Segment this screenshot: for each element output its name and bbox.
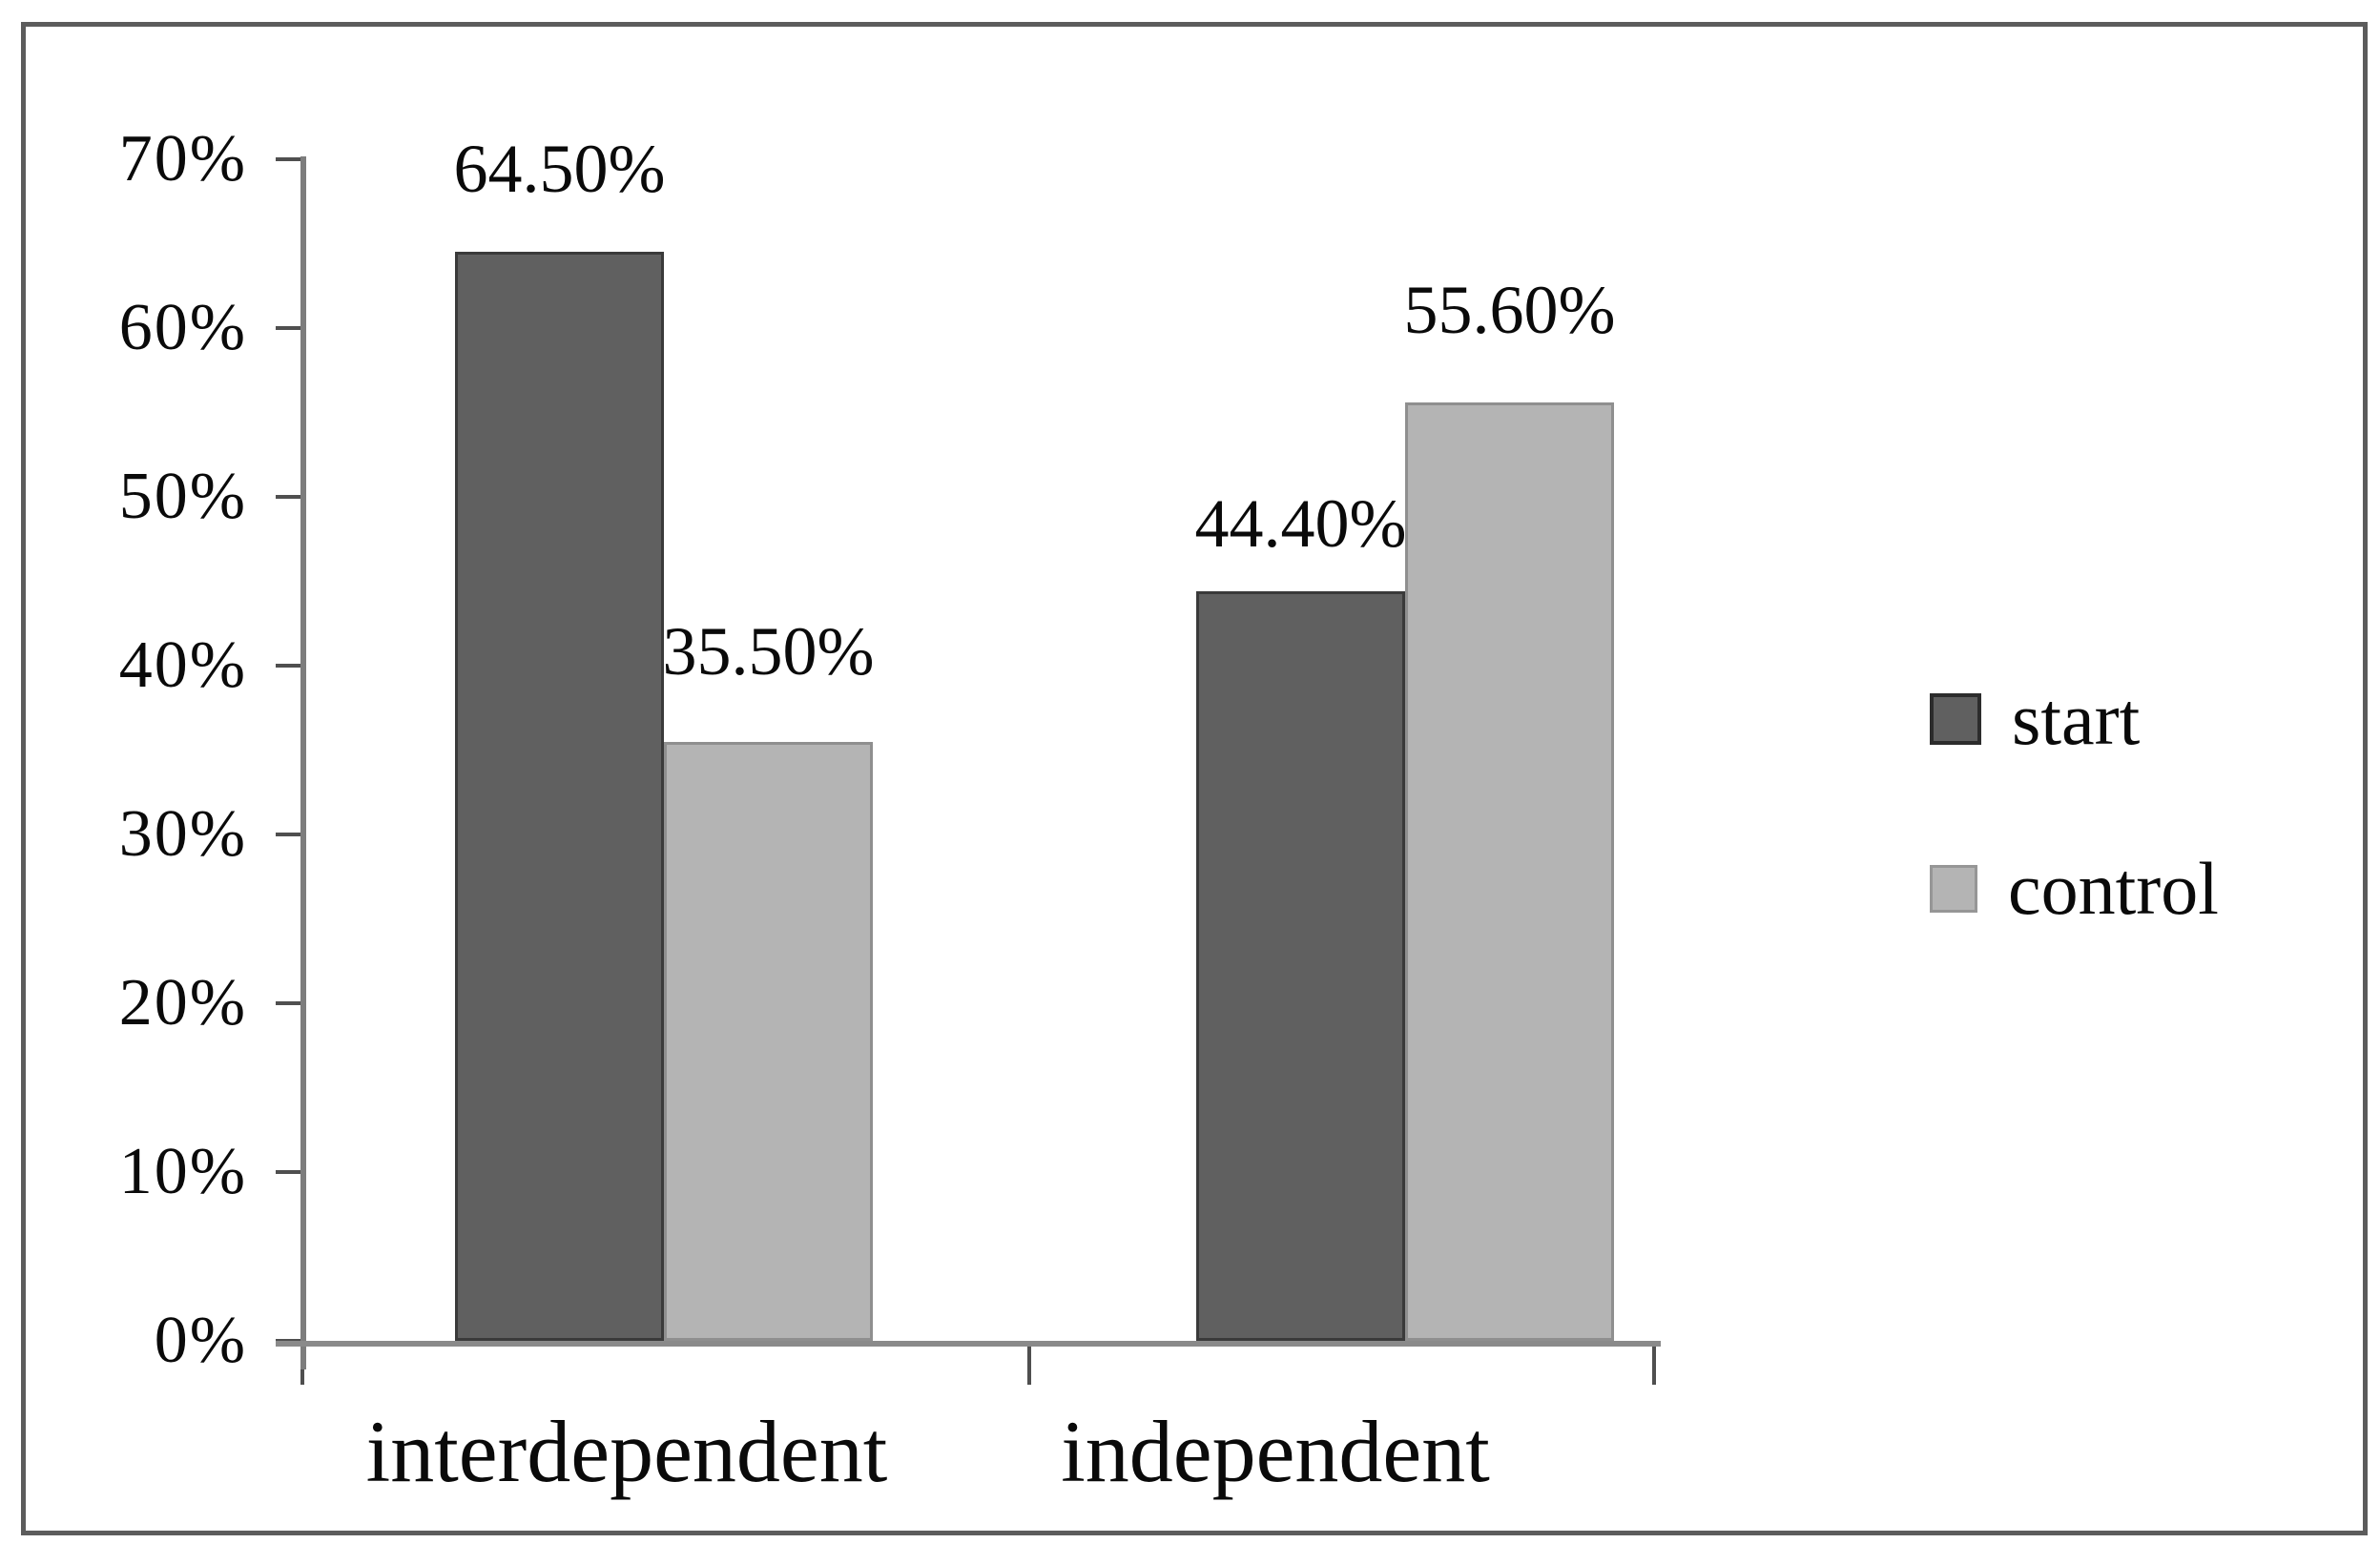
- category-label-independent: independent: [1061, 1403, 1490, 1500]
- y-tick-label-50: 50%: [118, 460, 247, 533]
- y-tick-label-0: 0%: [154, 1304, 247, 1377]
- legend-item-start: start: [1930, 675, 2378, 763]
- legend-label-control: control: [2008, 847, 2219, 930]
- y-axis-line: [300, 156, 306, 1369]
- y-tick-label-30: 30%: [118, 797, 247, 871]
- y-tick-label-10: 10%: [118, 1135, 247, 1208]
- legend-item-control: control: [1930, 845, 2378, 933]
- bar-control-interdependent: [664, 741, 873, 1341]
- y-tick-label-70: 70%: [118, 122, 247, 196]
- y-tick-30: [276, 833, 301, 836]
- y-tick-label-40: 40%: [118, 628, 247, 702]
- x-axis-line: [276, 1341, 1661, 1347]
- y-tick-70: [276, 157, 301, 161]
- y-tick-60: [276, 326, 301, 330]
- category-label-interdependent: interdependent: [365, 1403, 888, 1500]
- legend-swatch-start-icon: [1930, 693, 1981, 745]
- data-label-start-independent: 44.40%: [1194, 485, 1407, 563]
- legend: start control: [1930, 675, 2378, 933]
- chart-frame: 70% 60% 50% 40% 30% 20% 10% 0% 64.50% 44.40% 35.50…: [21, 22, 2368, 1535]
- y-tick-label-60: 60%: [118, 291, 247, 364]
- bar-start-independent: [1196, 591, 1405, 1341]
- data-label-start-interdependent: 64.50%: [453, 131, 666, 208]
- bar-control-independent: [1405, 401, 1614, 1341]
- y-tick-50: [276, 495, 301, 499]
- y-tick-10: [276, 1170, 301, 1174]
- x-tick-1: [1027, 1345, 1031, 1385]
- x-tick-2: [1652, 1345, 1656, 1385]
- data-label-control-interdependent: 35.50%: [662, 612, 875, 689]
- y-tick-label-20: 20%: [118, 966, 247, 1039]
- legend-swatch-control-icon: [1930, 865, 1977, 913]
- legend-label-start: start: [2012, 677, 2141, 760]
- y-tick-20: [276, 1001, 301, 1005]
- data-label-control-independent: 55.60%: [1403, 271, 1616, 348]
- y-tick-40: [276, 664, 301, 668]
- bar-start-interdependent: [455, 252, 664, 1341]
